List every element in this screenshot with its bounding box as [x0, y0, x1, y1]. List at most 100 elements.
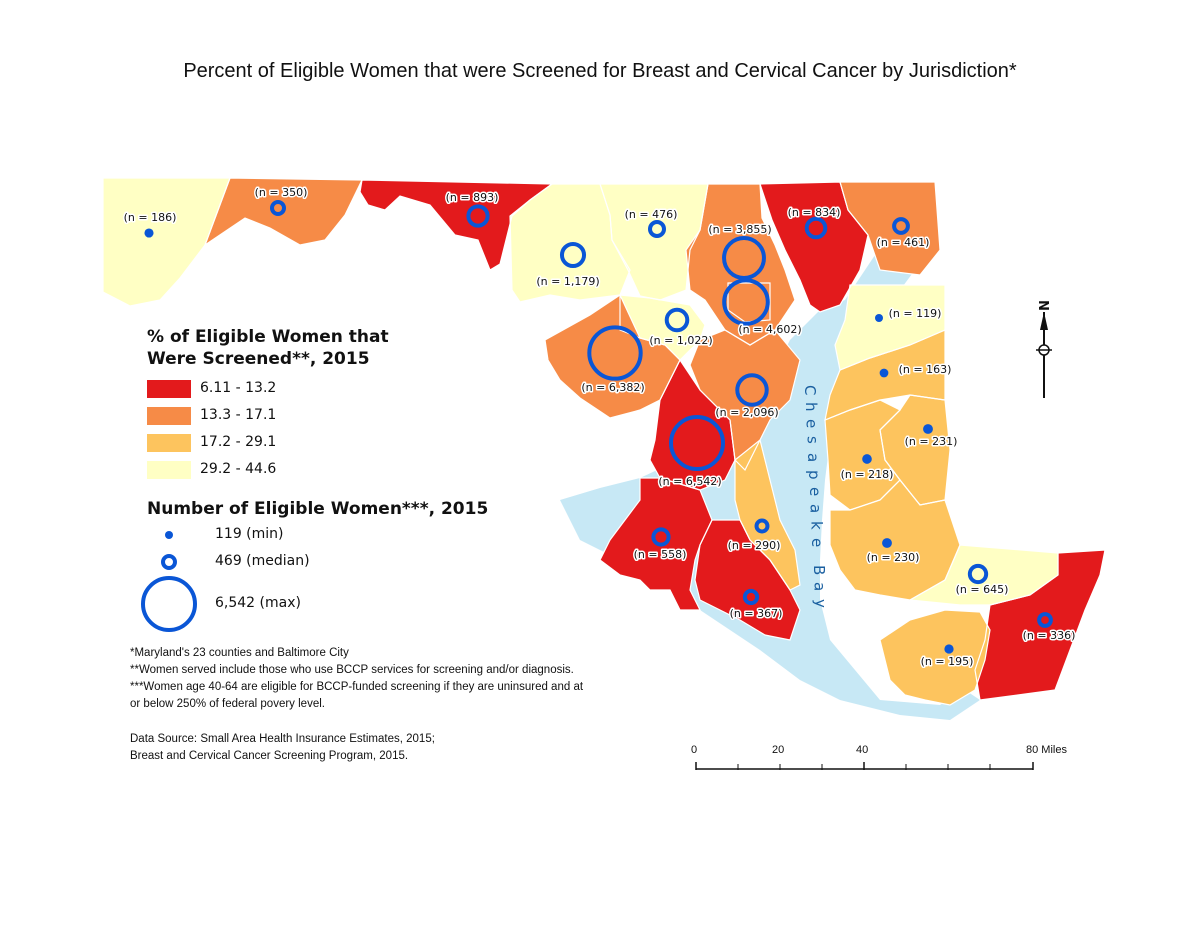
count-label-11: (n = 6,382): [581, 381, 644, 394]
legend-n-median-label: 469 (median): [215, 553, 310, 569]
jurisdiction-shape-11: [545, 295, 680, 418]
legend-n-title: Number of Eligible Women***, 2015: [147, 499, 489, 519]
footnote-4: or below 250% of federal povery level.: [130, 698, 325, 710]
legend-pct-title: % of Eligible Women that Were Screened**…: [147, 326, 389, 370]
source-line-2: Breast and Cervical Cancer Screening Pro…: [130, 750, 409, 762]
count-label-12: (n = 2,096): [715, 406, 778, 419]
jurisdiction-border-20: [824, 399, 902, 511]
count-label-4: (n = 1,179): [536, 275, 599, 288]
count-label-17: (n = 119): [889, 307, 942, 320]
jurisdiction-border-2: [203, 177, 363, 247]
legend-pct-title-line1: % of Eligible Women that: [147, 327, 389, 347]
count-symbols: [144, 199, 1053, 654]
count-symbol-17: [875, 314, 883, 322]
count-symbol-13: [669, 415, 725, 471]
count-symbol-16: [742, 588, 760, 606]
count-label-21: (n = 230): [867, 551, 920, 564]
jurisdiction-border-14: [599, 477, 713, 611]
jurisdiction-border-23: [974, 549, 1106, 701]
legend-swatch-class-4: [147, 461, 191, 479]
jurisdiction-shape-12: [690, 330, 800, 470]
jurisdiction-shape-15: [735, 440, 800, 590]
legend-size-symbols: [141, 531, 197, 632]
count-label-23: (n = 336): [1023, 629, 1076, 642]
footnote-1: *Maryland's 23 counties and Baltimore Ci…: [130, 647, 349, 659]
count-label-14: (n = 558): [634, 548, 687, 561]
bay-label-letter: e: [806, 487, 824, 496]
bay-label-letter: a: [807, 504, 825, 513]
bay-label-letter: h: [802, 402, 820, 412]
count-symbol-8: [892, 217, 910, 235]
jurisdiction-shape-22: [910, 545, 1058, 605]
jurisdiction-shape-9: [728, 283, 770, 322]
jurisdiction-shape-21: [830, 480, 960, 600]
legend-swatch-class-3: [147, 434, 191, 452]
count-label-20: (n = 218): [841, 468, 894, 481]
map-title: Percent of Eligible Women that were Scre…: [183, 60, 1017, 82]
north-label: N: [1035, 300, 1050, 311]
scale-tick-0: 0: [691, 744, 698, 756]
footnote-2: **Women served include those who use BCC…: [130, 664, 574, 676]
count-label-13: (n = 6,542): [658, 475, 721, 488]
count-label-10: (n = 1,022): [649, 334, 712, 347]
count-label-2: (n = 350): [255, 186, 308, 199]
bay-label-letter: k: [807, 521, 825, 530]
count-label-9: (n = 4,602): [738, 323, 801, 336]
count-label-8: (n = 461): [877, 236, 930, 249]
jurisdiction-shape-1: [103, 178, 230, 306]
count-symbol-2: [269, 199, 287, 217]
count-symbol-11: [587, 325, 643, 381]
legend-label-class-1: 6.11 - 13.2: [200, 380, 277, 396]
count-symbol-23: [1037, 612, 1053, 628]
count-labels: (n = 186) (n = 350) (n = 893) (n = 1,179) (n…: [122, 185, 1077, 670]
legend-label-class-4: 29.2 - 44.6: [200, 461, 277, 477]
jurisdiction-shape-17: [835, 285, 945, 370]
count-symbol-19: [923, 424, 933, 434]
count-symbol-5: [647, 219, 667, 239]
legend-min-circle: [165, 531, 173, 539]
legend-n-max-label: 6,542 (max): [215, 595, 301, 611]
bay-label-letter: e: [803, 419, 821, 428]
count-symbol-4: [559, 241, 587, 269]
legend-label-class-3: 17.2 - 29.1: [200, 434, 277, 450]
count-symbol-18: [879, 368, 889, 378]
north-arrow-icon: N: [1035, 300, 1052, 398]
count-symbol-20: [862, 454, 872, 464]
jurisdiction-border-16: [694, 519, 801, 641]
data-source: Data Source: Small Area Health Insurance…: [130, 731, 530, 765]
legend-swatch-class-1: [147, 380, 191, 398]
jurisdiction-border-24: [879, 609, 991, 706]
scale-bar: [695, 762, 1034, 770]
jurisdiction-shape-5: [600, 184, 708, 300]
jurisdiction-shape-24: [880, 610, 990, 705]
count-symbol-22: [967, 563, 989, 585]
count-symbol-6: [722, 236, 766, 280]
count-symbol-3: [466, 204, 490, 228]
count-label-15: (n = 290): [728, 539, 781, 552]
count-symbol-7: [804, 216, 828, 240]
legend-pct-title-line2: Were Screened**, 2015: [147, 349, 370, 369]
bay-label-letter: y: [811, 599, 829, 608]
scale-tick-20: 20: [772, 744, 785, 756]
count-symbol-12: [735, 373, 769, 407]
bay-label-letter: s: [803, 436, 821, 444]
count-symbol-14: [651, 527, 671, 547]
legend-label-class-2: 13.3 - 17.1: [200, 407, 277, 423]
scale-tick-40: 40: [856, 744, 869, 756]
count-label-7: (n = 834): [788, 206, 841, 219]
bay-label-letter: a: [804, 453, 822, 462]
scale-tick-80: 80 Miles: [1026, 744, 1067, 756]
source-line-1: Data Source: Small Area Health Insurance…: [130, 733, 435, 745]
jurisdiction-shape-20: [825, 400, 900, 510]
jurisdiction-border-13: [649, 358, 736, 491]
count-label-19: (n = 231): [905, 435, 958, 448]
count-label-22: (n = 645): [956, 583, 1009, 596]
count-symbol-10: [664, 307, 690, 333]
count-label-16: (n = 367): [730, 607, 783, 620]
legend-median-circle: [161, 554, 177, 570]
count-label-1: (n = 186): [124, 211, 177, 224]
count-symbol-15: [754, 518, 770, 534]
count-symbol-9: [722, 278, 770, 326]
